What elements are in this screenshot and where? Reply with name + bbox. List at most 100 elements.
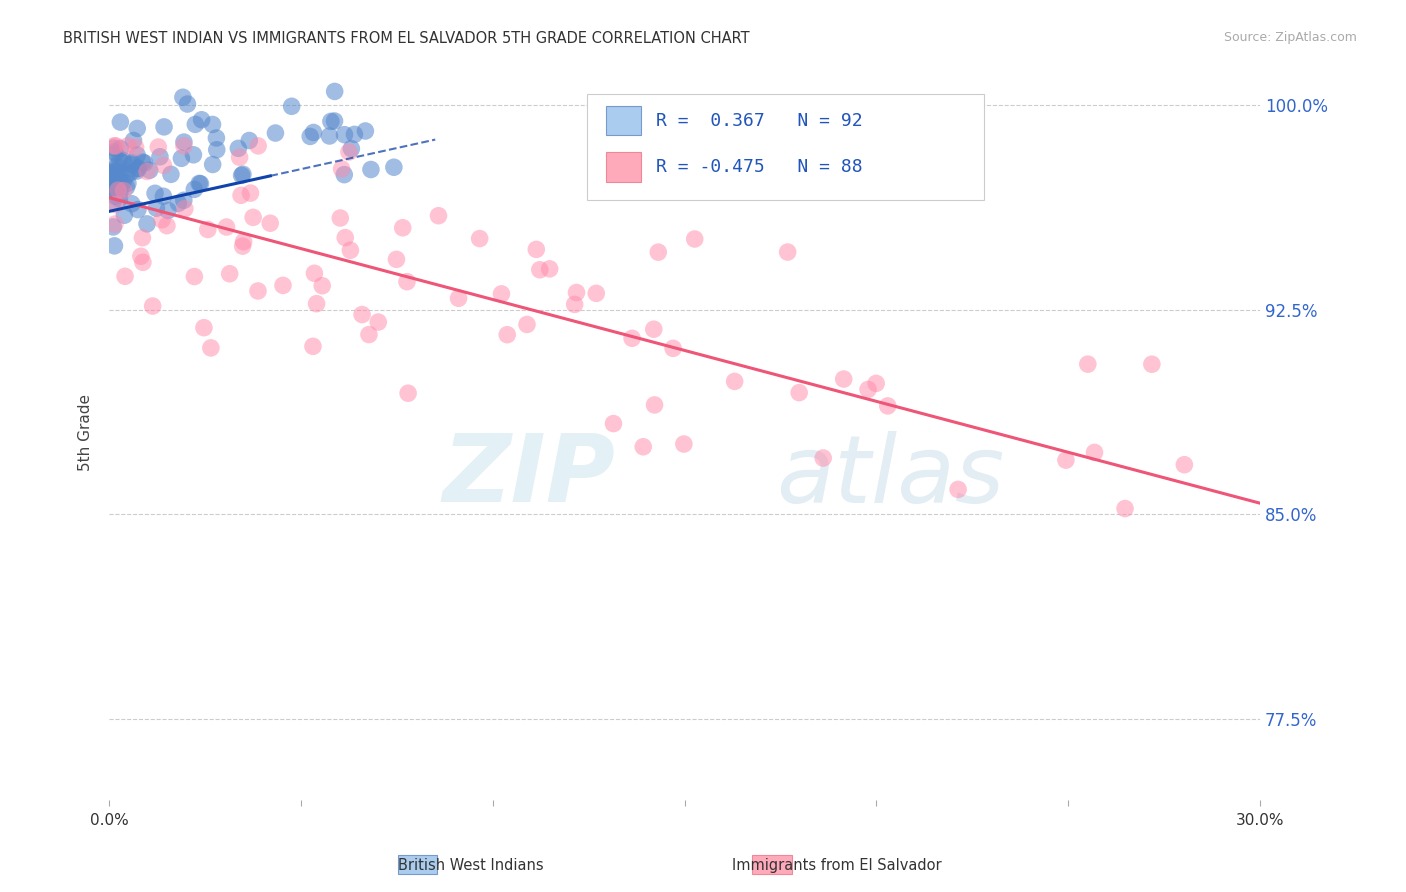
Point — [108, 186, 131, 200]
Point — [138, 163, 160, 178]
Point — [183, 269, 205, 284]
Point — [127, 121, 149, 136]
Point — [538, 261, 561, 276]
Point — [330, 161, 353, 176]
Point — [114, 269, 136, 284]
Point — [153, 120, 176, 134]
Point — [427, 209, 450, 223]
Point — [302, 339, 325, 353]
Point — [360, 162, 382, 177]
Point — [112, 208, 135, 222]
Point — [1140, 357, 1163, 371]
Point — [101, 162, 124, 177]
Point — [323, 84, 346, 98]
Point — [305, 296, 328, 310]
Point — [127, 161, 149, 176]
Point — [108, 165, 131, 179]
Point — [121, 156, 143, 170]
Text: Source: ZipAtlas.com: Source: ZipAtlas.com — [1223, 31, 1357, 45]
Text: R = -0.475   N = 88: R = -0.475 N = 88 — [655, 158, 862, 176]
Point — [644, 398, 666, 412]
Point — [134, 156, 156, 170]
Point — [167, 196, 190, 211]
Point — [120, 158, 142, 172]
Point — [110, 180, 132, 194]
Point — [173, 139, 195, 153]
Point — [683, 232, 706, 246]
Point — [115, 180, 138, 194]
Point — [101, 177, 124, 191]
Point — [228, 150, 250, 164]
Point — [157, 203, 180, 218]
Point — [333, 168, 356, 182]
Point — [117, 139, 139, 153]
Point — [565, 285, 588, 300]
Point — [152, 189, 174, 203]
Point — [304, 266, 326, 280]
Point — [122, 133, 145, 147]
Point — [127, 148, 149, 162]
Point — [104, 178, 127, 193]
Point — [200, 341, 222, 355]
Point — [201, 118, 224, 132]
Point — [103, 139, 125, 153]
Point — [150, 212, 173, 227]
Point — [125, 164, 148, 178]
Point — [183, 148, 205, 162]
Point — [337, 145, 360, 159]
Point — [856, 383, 879, 397]
Point — [183, 182, 205, 196]
Point — [264, 126, 287, 140]
Point — [103, 239, 125, 253]
Point — [516, 318, 538, 332]
Point — [1077, 357, 1099, 371]
Point — [127, 161, 149, 176]
Point — [318, 128, 340, 143]
Point — [218, 267, 240, 281]
Point — [354, 124, 377, 138]
Point — [271, 278, 294, 293]
Point — [149, 150, 172, 164]
Point — [104, 183, 127, 197]
Point — [173, 202, 195, 216]
Point — [197, 222, 219, 236]
Point — [148, 140, 170, 154]
Point — [447, 291, 470, 305]
Text: BRITISH WEST INDIAN VS IMMIGRANTS FROM EL SALVADOR 5TH GRADE CORRELATION CHART: BRITISH WEST INDIAN VS IMMIGRANTS FROM E… — [63, 31, 749, 46]
Point — [529, 262, 551, 277]
Point — [395, 275, 418, 289]
Point — [1114, 501, 1136, 516]
Point — [115, 168, 138, 182]
Point — [112, 156, 135, 170]
Point — [643, 322, 665, 336]
Point — [105, 159, 128, 173]
Point — [120, 166, 142, 180]
Point — [468, 231, 491, 245]
Point — [621, 331, 644, 345]
Point — [101, 174, 124, 188]
Point — [946, 483, 969, 497]
Point — [193, 320, 215, 334]
Point — [108, 192, 131, 206]
Point — [101, 165, 124, 179]
Point — [299, 129, 322, 144]
Point — [247, 139, 270, 153]
Point — [201, 157, 224, 171]
Point — [152, 158, 174, 172]
Point — [190, 177, 212, 191]
Y-axis label: 5th Grade: 5th Grade — [79, 393, 93, 471]
Point — [205, 143, 228, 157]
Point — [811, 450, 834, 465]
Point — [143, 186, 166, 201]
Point — [108, 153, 131, 167]
Point — [131, 155, 153, 169]
FancyBboxPatch shape — [586, 94, 984, 201]
Bar — [606, 153, 641, 182]
Point — [564, 297, 586, 311]
Point — [385, 252, 408, 267]
Point — [339, 244, 361, 258]
Point — [104, 189, 127, 203]
Bar — [398, 855, 437, 874]
Point — [104, 139, 127, 153]
Point — [672, 437, 695, 451]
